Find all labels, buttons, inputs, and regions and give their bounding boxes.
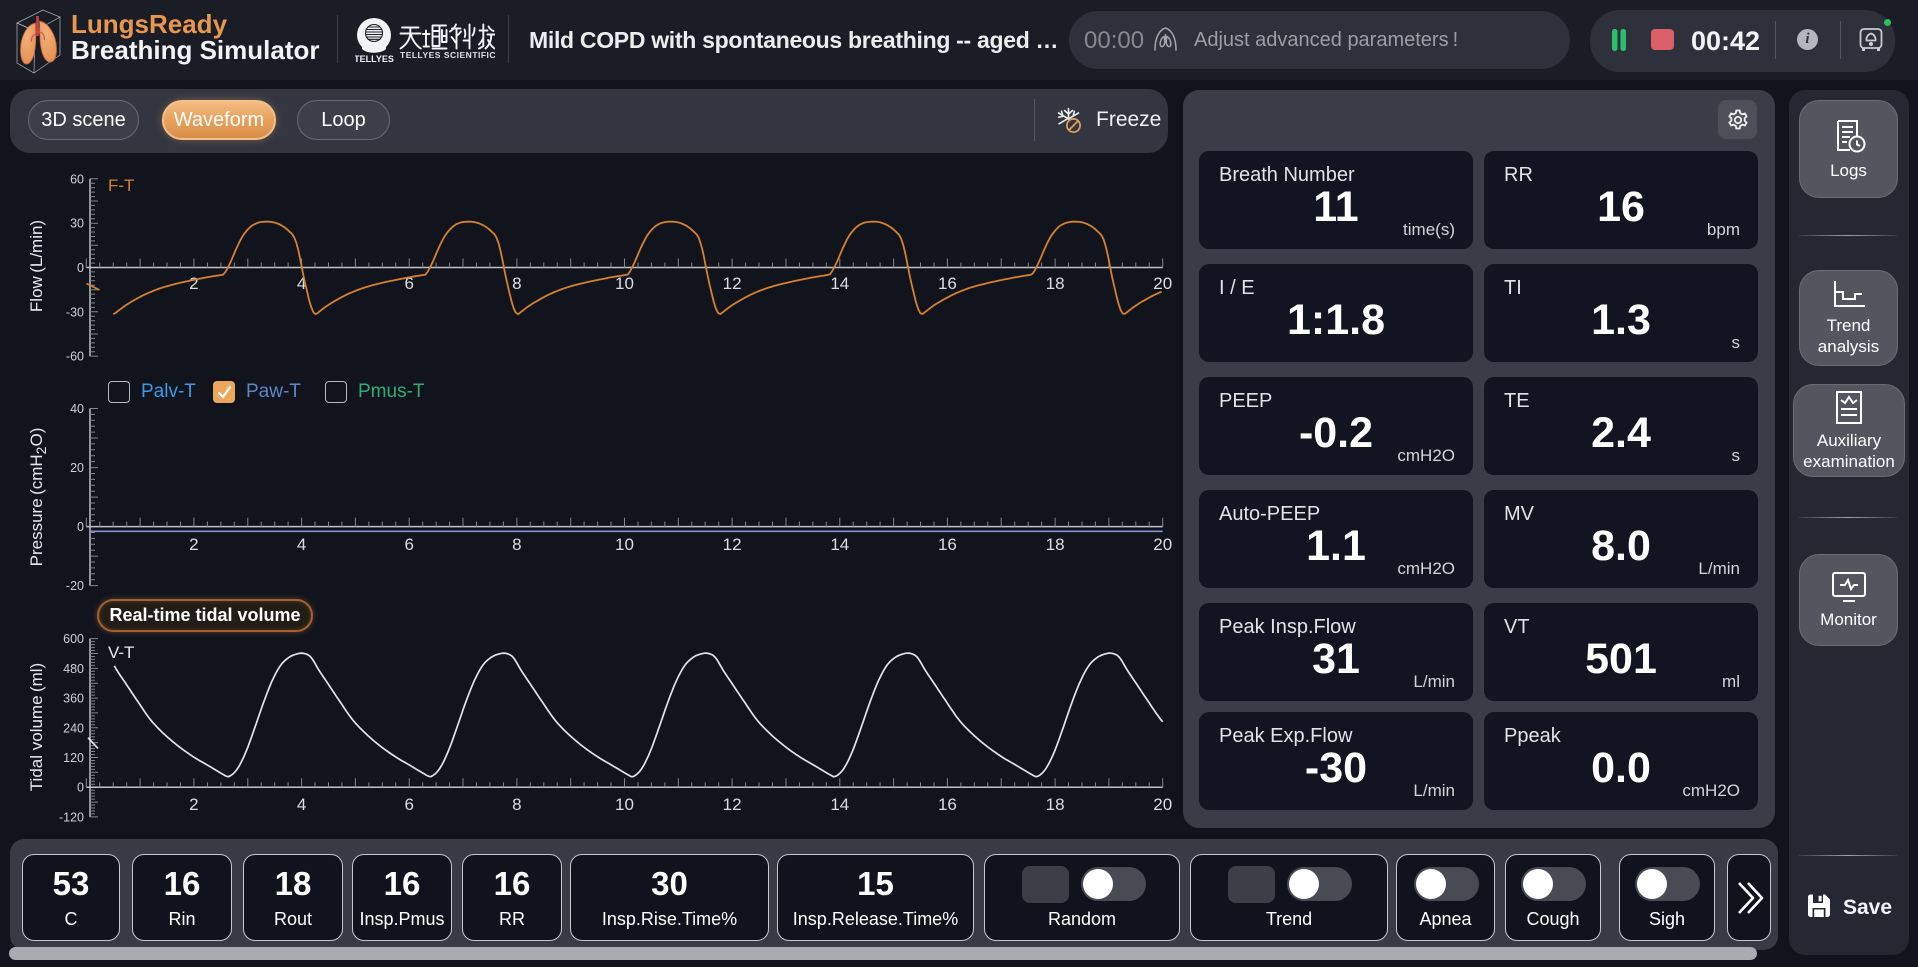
svg-text:F-T: F-T bbox=[108, 176, 134, 195]
svg-text:120: 120 bbox=[63, 751, 84, 765]
svg-text:360: 360 bbox=[63, 692, 84, 706]
svg-text:20: 20 bbox=[1153, 535, 1172, 554]
svg-text:18: 18 bbox=[1046, 535, 1065, 554]
svg-text:10: 10 bbox=[615, 274, 634, 293]
svg-text:2: 2 bbox=[189, 535, 198, 554]
svg-text:20: 20 bbox=[70, 461, 84, 475]
svg-text:16: 16 bbox=[938, 535, 957, 554]
svg-text:30: 30 bbox=[70, 217, 84, 231]
svg-text:14: 14 bbox=[830, 274, 849, 293]
svg-text:Tidal volume (ml): Tidal volume (ml) bbox=[27, 663, 46, 791]
svg-text:-60: -60 bbox=[66, 350, 84, 364]
svg-text:40: 40 bbox=[70, 402, 84, 416]
svg-text:8: 8 bbox=[512, 274, 521, 293]
svg-text:-20: -20 bbox=[66, 579, 84, 593]
svg-text:Flow (L/min): Flow (L/min) bbox=[27, 220, 46, 312]
svg-text:12: 12 bbox=[723, 535, 742, 554]
svg-text:20: 20 bbox=[1153, 795, 1172, 814]
svg-text:600: 600 bbox=[63, 632, 84, 646]
svg-text:4: 4 bbox=[297, 795, 306, 814]
svg-text:Pressure (cmH2O): Pressure (cmH2O) bbox=[27, 428, 49, 567]
svg-text:16: 16 bbox=[938, 795, 957, 814]
svg-text:-30: -30 bbox=[66, 305, 84, 319]
svg-text:2: 2 bbox=[189, 795, 198, 814]
svg-text:0: 0 bbox=[77, 520, 84, 534]
svg-text:TELLYES: TELLYES bbox=[355, 54, 394, 64]
svg-text:0: 0 bbox=[77, 261, 84, 275]
svg-text:-120: -120 bbox=[59, 810, 84, 824]
svg-text:12: 12 bbox=[723, 795, 742, 814]
svg-text:20: 20 bbox=[1153, 274, 1172, 293]
svg-text:6: 6 bbox=[404, 535, 413, 554]
svg-text:6: 6 bbox=[404, 795, 413, 814]
svg-text:6: 6 bbox=[404, 274, 413, 293]
svg-text:10: 10 bbox=[615, 795, 634, 814]
svg-text:12: 12 bbox=[723, 274, 742, 293]
svg-text:10: 10 bbox=[615, 535, 634, 554]
svg-text:8: 8 bbox=[512, 795, 521, 814]
svg-text:16: 16 bbox=[938, 274, 957, 293]
svg-text:480: 480 bbox=[63, 662, 84, 676]
svg-text:18: 18 bbox=[1046, 795, 1065, 814]
svg-text:8: 8 bbox=[512, 535, 521, 554]
svg-text:V-T: V-T bbox=[108, 643, 134, 662]
svg-text:18: 18 bbox=[1046, 274, 1065, 293]
svg-text:4: 4 bbox=[297, 274, 306, 293]
svg-text:2: 2 bbox=[189, 274, 198, 293]
svg-text:14: 14 bbox=[830, 795, 849, 814]
svg-text:240: 240 bbox=[63, 721, 84, 735]
svg-text:14: 14 bbox=[830, 535, 849, 554]
svg-text:0: 0 bbox=[77, 781, 84, 795]
svg-text:4: 4 bbox=[297, 535, 306, 554]
svg-text:60: 60 bbox=[70, 172, 84, 186]
